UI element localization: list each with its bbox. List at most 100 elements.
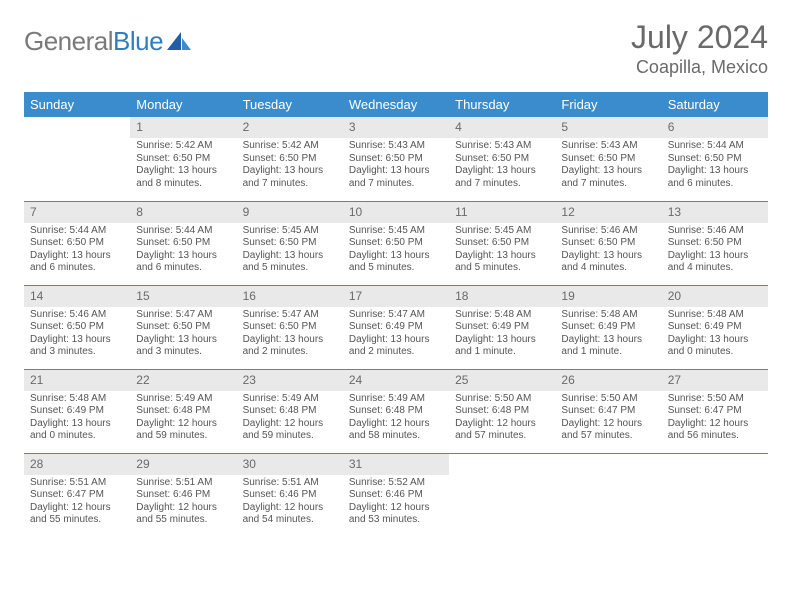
day-number: 2 — [237, 117, 343, 138]
day-details: Sunrise: 5:49 AMSunset: 6:48 PMDaylight:… — [343, 391, 449, 447]
daylight-line: Daylight: 13 hours and 7 minutes. — [561, 165, 655, 190]
daylight-line: Daylight: 13 hours and 8 minutes. — [136, 165, 230, 190]
calendar-week-row: 1Sunrise: 5:42 AMSunset: 6:50 PMDaylight… — [24, 117, 768, 201]
day-number: 26 — [555, 370, 661, 391]
day-number: 6 — [662, 117, 768, 138]
sunrise-line: Sunrise: 5:45 AM — [349, 225, 443, 238]
calendar-cell: 29Sunrise: 5:51 AMSunset: 6:46 PMDayligh… — [130, 453, 236, 537]
sunset-line: Sunset: 6:49 PM — [349, 321, 443, 334]
logo-part2: Blue — [113, 26, 163, 56]
calendar-week-row: 7Sunrise: 5:44 AMSunset: 6:50 PMDaylight… — [24, 201, 768, 285]
sunrise-line: Sunrise: 5:45 AM — [455, 225, 549, 238]
calendar-cell: 6Sunrise: 5:44 AMSunset: 6:50 PMDaylight… — [662, 117, 768, 201]
calendar-cell: 23Sunrise: 5:49 AMSunset: 6:48 PMDayligh… — [237, 369, 343, 453]
calendar-cell — [662, 453, 768, 537]
daylight-line: Daylight: 12 hours and 59 minutes. — [243, 418, 337, 443]
sunrise-line: Sunrise: 5:49 AM — [136, 393, 230, 406]
weekday-header: Sunday — [24, 92, 130, 117]
sunset-line: Sunset: 6:46 PM — [243, 489, 337, 502]
sunset-line: Sunset: 6:48 PM — [136, 405, 230, 418]
day-details: Sunrise: 5:47 AMSunset: 6:50 PMDaylight:… — [237, 307, 343, 363]
day-details: Sunrise: 5:45 AMSunset: 6:50 PMDaylight:… — [449, 223, 555, 279]
calendar-cell: 12Sunrise: 5:46 AMSunset: 6:50 PMDayligh… — [555, 201, 661, 285]
sunset-line: Sunset: 6:50 PM — [243, 153, 337, 166]
day-details: Sunrise: 5:49 AMSunset: 6:48 PMDaylight:… — [237, 391, 343, 447]
day-details: Sunrise: 5:51 AMSunset: 6:47 PMDaylight:… — [24, 475, 130, 531]
daylight-line: Daylight: 13 hours and 2 minutes. — [243, 334, 337, 359]
weekday-header: Monday — [130, 92, 236, 117]
logo: GeneralBlue — [24, 26, 191, 57]
day-details: Sunrise: 5:52 AMSunset: 6:46 PMDaylight:… — [343, 475, 449, 531]
sunrise-line: Sunrise: 5:48 AM — [668, 309, 762, 322]
sunrise-line: Sunrise: 5:51 AM — [136, 477, 230, 490]
sunset-line: Sunset: 6:50 PM — [668, 237, 762, 250]
calendar-cell: 28Sunrise: 5:51 AMSunset: 6:47 PMDayligh… — [24, 453, 130, 537]
day-number: 4 — [449, 117, 555, 138]
daylight-line: Daylight: 13 hours and 2 minutes. — [349, 334, 443, 359]
sunset-line: Sunset: 6:50 PM — [349, 153, 443, 166]
sunrise-line: Sunrise: 5:50 AM — [561, 393, 655, 406]
day-number: 28 — [24, 454, 130, 475]
sunrise-line: Sunrise: 5:44 AM — [136, 225, 230, 238]
calendar-cell: 24Sunrise: 5:49 AMSunset: 6:48 PMDayligh… — [343, 369, 449, 453]
calendar-cell: 8Sunrise: 5:44 AMSunset: 6:50 PMDaylight… — [130, 201, 236, 285]
sunset-line: Sunset: 6:50 PM — [136, 153, 230, 166]
sunset-line: Sunset: 6:48 PM — [349, 405, 443, 418]
sunset-line: Sunset: 6:50 PM — [30, 237, 124, 250]
sunrise-line: Sunrise: 5:52 AM — [349, 477, 443, 490]
day-number: 15 — [130, 286, 236, 307]
sunrise-line: Sunrise: 5:47 AM — [136, 309, 230, 322]
day-number: 20 — [662, 286, 768, 307]
day-details: Sunrise: 5:50 AMSunset: 6:47 PMDaylight:… — [555, 391, 661, 447]
sunset-line: Sunset: 6:50 PM — [668, 153, 762, 166]
calendar-cell: 9Sunrise: 5:45 AMSunset: 6:50 PMDaylight… — [237, 201, 343, 285]
calendar-cell: 21Sunrise: 5:48 AMSunset: 6:49 PMDayligh… — [24, 369, 130, 453]
sunrise-line: Sunrise: 5:48 AM — [561, 309, 655, 322]
day-number: 17 — [343, 286, 449, 307]
daylight-line: Daylight: 13 hours and 6 minutes. — [30, 250, 124, 275]
calendar-week-row: 14Sunrise: 5:46 AMSunset: 6:50 PMDayligh… — [24, 285, 768, 369]
day-number: 22 — [130, 370, 236, 391]
day-number: 10 — [343, 202, 449, 223]
sunset-line: Sunset: 6:47 PM — [561, 405, 655, 418]
sunset-line: Sunset: 6:50 PM — [455, 153, 549, 166]
weekday-header-row: Sunday Monday Tuesday Wednesday Thursday… — [24, 92, 768, 117]
daylight-line: Daylight: 13 hours and 5 minutes. — [243, 250, 337, 275]
weekday-header: Tuesday — [237, 92, 343, 117]
daylight-line: Daylight: 12 hours and 55 minutes. — [136, 502, 230, 527]
calendar-cell: 2Sunrise: 5:42 AMSunset: 6:50 PMDaylight… — [237, 117, 343, 201]
daylight-line: Daylight: 13 hours and 1 minute. — [455, 334, 549, 359]
day-details: Sunrise: 5:48 AMSunset: 6:49 PMDaylight:… — [449, 307, 555, 363]
sunrise-line: Sunrise: 5:43 AM — [561, 140, 655, 153]
sunset-line: Sunset: 6:50 PM — [243, 321, 337, 334]
sunset-line: Sunset: 6:50 PM — [243, 237, 337, 250]
daylight-line: Daylight: 13 hours and 6 minutes. — [136, 250, 230, 275]
sunrise-line: Sunrise: 5:46 AM — [30, 309, 124, 322]
calendar-cell — [449, 453, 555, 537]
sunrise-line: Sunrise: 5:50 AM — [455, 393, 549, 406]
day-number: 19 — [555, 286, 661, 307]
day-details: Sunrise: 5:44 AMSunset: 6:50 PMDaylight:… — [662, 138, 768, 194]
calendar-cell: 13Sunrise: 5:46 AMSunset: 6:50 PMDayligh… — [662, 201, 768, 285]
calendar-cell: 7Sunrise: 5:44 AMSunset: 6:50 PMDaylight… — [24, 201, 130, 285]
sunrise-line: Sunrise: 5:44 AM — [30, 225, 124, 238]
daylight-line: Daylight: 13 hours and 4 minutes. — [668, 250, 762, 275]
header: GeneralBlue July 2024 Coapilla, Mexico — [24, 20, 768, 78]
day-details: Sunrise: 5:47 AMSunset: 6:50 PMDaylight:… — [130, 307, 236, 363]
day-number: 11 — [449, 202, 555, 223]
sunrise-line: Sunrise: 5:44 AM — [668, 140, 762, 153]
sunrise-line: Sunrise: 5:51 AM — [30, 477, 124, 490]
logo-part1: General — [24, 26, 113, 56]
sunset-line: Sunset: 6:46 PM — [136, 489, 230, 502]
daylight-line: Daylight: 12 hours and 57 minutes. — [561, 418, 655, 443]
daylight-line: Daylight: 13 hours and 0 minutes. — [30, 418, 124, 443]
sunset-line: Sunset: 6:47 PM — [668, 405, 762, 418]
sunrise-line: Sunrise: 5:47 AM — [243, 309, 337, 322]
sunset-line: Sunset: 6:48 PM — [243, 405, 337, 418]
sunset-line: Sunset: 6:48 PM — [455, 405, 549, 418]
sunset-line: Sunset: 6:50 PM — [30, 321, 124, 334]
weekday-header: Wednesday — [343, 92, 449, 117]
day-details: Sunrise: 5:43 AMSunset: 6:50 PMDaylight:… — [343, 138, 449, 194]
calendar-cell: 25Sunrise: 5:50 AMSunset: 6:48 PMDayligh… — [449, 369, 555, 453]
calendar-cell: 11Sunrise: 5:45 AMSunset: 6:50 PMDayligh… — [449, 201, 555, 285]
